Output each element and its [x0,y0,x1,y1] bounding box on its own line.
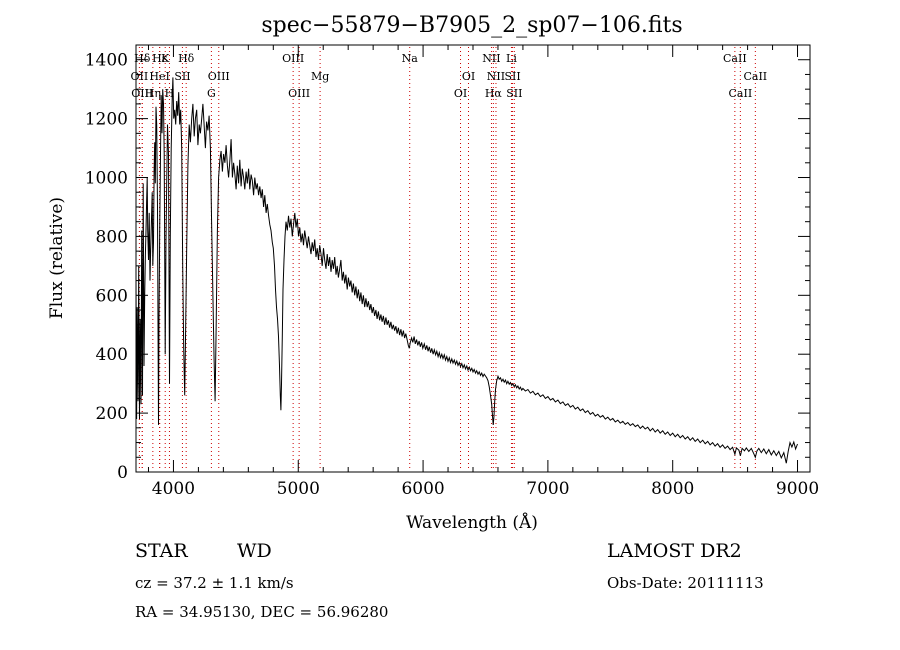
y-tick-label-1: 200 [96,404,128,424]
chart-title: spec−55879−B7905_2_sp07−106.fits [261,13,682,38]
line-label-20: NII [487,70,505,83]
line-label-4: HeI [149,70,169,83]
y-axis-ticks: 0 200 400 600 800 1000 1200 1400 [85,44,810,483]
line-label-2: OIII [131,87,153,100]
line-label-8: H [165,87,175,100]
coordinates: RA = 34.95130, DEC = 56.96280 [135,603,389,621]
y-tick-label-5: 1000 [85,169,128,189]
line-label-6: Hε [152,52,168,65]
line-label-3: K [161,52,170,65]
x-tick-label-3: 7000 [526,479,569,499]
y-tick-label-0: 0 [117,463,128,483]
spectral-line-markers [138,47,756,470]
line-label-11: G [207,87,216,100]
x-tick-label-1: 5000 [277,479,320,499]
line-label-15: Na [402,52,419,65]
line-label-21: SII [504,70,520,83]
observation-date: Obs-Date: 20111113 [607,574,764,592]
x-tick-label-4: 8000 [651,479,694,499]
x-tick-label-5: 9000 [776,479,819,499]
line-label-22: Hα [485,87,503,100]
line-label-12: OIII [282,52,304,65]
y-tick-label-2: 400 [96,345,128,365]
redshift-cz: cz = 37.2 ± 1.1 km/s [135,574,294,592]
spectral-line-labels: HδOIIOIIIKHeIHηHεSIIHHδOIIIGOIIIMgOIIINa… [131,52,768,100]
line-label-1: OII [131,70,149,83]
line-label-9: Hδ [178,52,195,65]
line-label-10: OIII [208,70,230,83]
line-label-16: OI [462,70,475,83]
y-tick-label-3: 600 [96,286,128,306]
y-axis-title: Flux (relative) [47,197,67,319]
y-tick-label-4: 800 [96,227,128,247]
survey-name: LAMOST DR2 [607,540,742,562]
line-label-13: Mg [311,70,329,83]
line-label-17: OI [454,87,467,100]
object-subclass: WD [237,540,272,562]
y-tick-label-7: 1400 [85,51,128,71]
spectrum-line [135,77,798,464]
line-label-25: CaII [743,70,767,83]
line-label-5: Hη [145,87,161,100]
x-axis-ticks: 4000 5000 6000 7000 8000 9000 [147,45,819,499]
line-label-18: NII [482,52,500,65]
object-class: STAR [135,540,188,562]
line-label-7: SII [174,70,190,83]
x-tick-label-0: 4000 [152,479,195,499]
line-label-14: OIII [288,87,310,100]
line-label-0: Hδ [134,52,151,65]
x-axis-title: Wavelength (Å) [406,512,538,533]
y-tick-label-6: 1200 [85,110,128,130]
line-label-24: CaII [723,52,747,65]
line-label-26: CaII [729,87,753,100]
plot-frame [135,44,811,473]
line-label-19: Li [506,52,517,65]
line-label-23: SII [506,87,522,100]
x-tick-label-2: 6000 [401,479,444,499]
